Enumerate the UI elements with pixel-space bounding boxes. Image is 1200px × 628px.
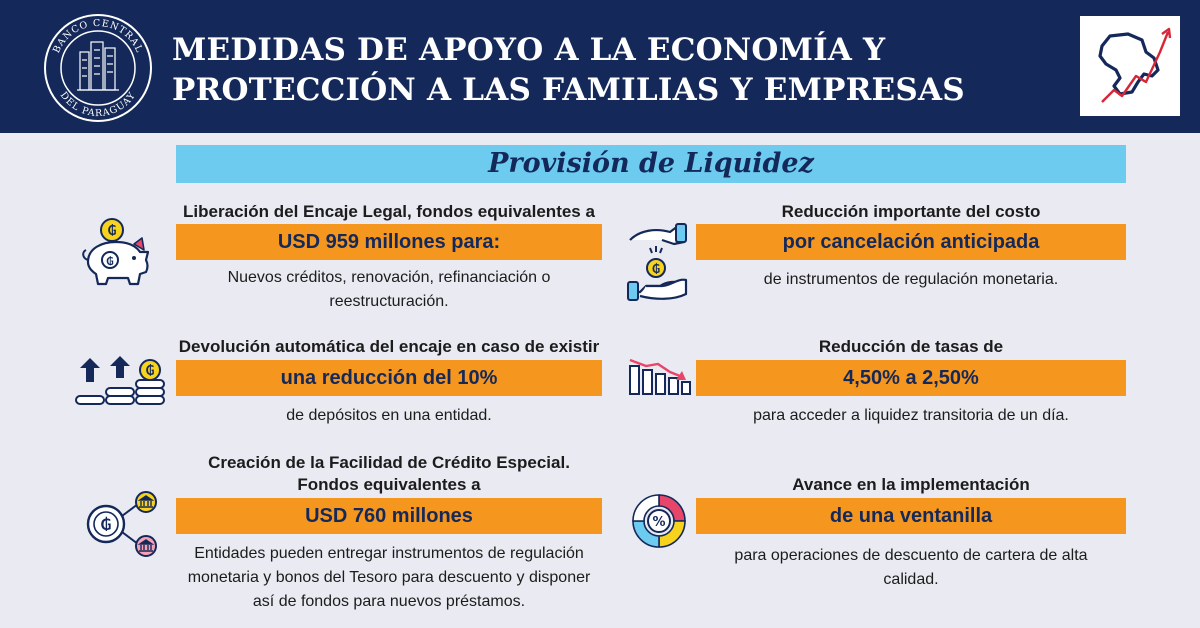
piggy-bank-icon: ₲ ₲ — [82, 218, 150, 286]
measure-3-highlight-box: una reducción del 10% — [176, 360, 602, 396]
measure-2-description: de instrumentos de regulación monetaria. — [696, 268, 1126, 292]
svg-text:₲: ₲ — [100, 515, 111, 534]
measure-2-description-line-1: de instrumentos de regulación monetaria. — [763, 271, 1059, 288]
percent-donut-icon: % — [632, 494, 686, 548]
page-title: MEDIDAS DE APOYO A LA ECONOMÍA Y PROTECC… — [172, 30, 1052, 110]
measure-2-heading: Reducción importante del costo — [781, 202, 1041, 221]
measure-1-description-line-2: reestructuración. — [329, 293, 449, 310]
measure-5-highlight: USD 760 millones — [305, 505, 473, 527]
title-line-1: MEDIDAS DE APOYO A LA ECONOMÍA Y — [172, 32, 886, 68]
hands-coin-icon: ₲ — [627, 223, 688, 301]
measure-5-highlight-box: USD 760 millones — [176, 498, 602, 534]
measure-2-highlight-box: por cancelación anticipada — [696, 224, 1126, 260]
svg-text:%: % — [652, 515, 665, 530]
measure-4-highlight-box: 4,50% a 2,50% — [696, 360, 1126, 396]
measure-3-heading: Devolución automática del encaje en caso… — [178, 337, 600, 356]
measure-1-highlight: USD 959 millones para: — [277, 231, 501, 253]
coin-stacks-arrows-icon: ₲ — [75, 356, 165, 405]
measure-5-description-line-2: monetaria y bonos del Tesoro para descue… — [187, 569, 591, 586]
section-title: Provisión de Liquidez — [488, 148, 814, 179]
paraguay-map-arrow-icon — [1080, 16, 1180, 116]
measure-6-heading: Avance en la implementación — [792, 475, 1030, 494]
svg-text:₲: ₲ — [652, 262, 660, 276]
measure-5-description-line-3: así de fondos para nuevos préstamos. — [252, 593, 526, 610]
bank-seal-logo: BANCO CENTRAL DEL PARAGUAY — [44, 14, 152, 122]
svg-text:₲: ₲ — [145, 364, 154, 379]
measure-1-description: Nuevos créditos, renovación, refinanciac… — [176, 266, 602, 314]
measure-2-highlight: por cancelación anticipada — [782, 231, 1040, 253]
measure-5-heading-line-2: Fondos equivalentes a — [297, 475, 481, 494]
measure-4-description-line-1: para acceder a liquidez transitoria de u… — [753, 407, 1069, 424]
measure-4-heading: Reducción de tasas de — [818, 337, 1004, 356]
measure-3-highlight: una reducción del 10% — [280, 367, 498, 389]
header-banner: BANCO CENTRAL DEL PARAGUAY MEDIDAS DE AP… — [0, 0, 1200, 133]
measure-5-description: Entidades pueden entregar instrumentos d… — [166, 542, 612, 614]
measure-6-description: para operaciones de descuento de cartera… — [696, 544, 1126, 592]
coin-bank-network-icon: ₲ — [86, 491, 157, 557]
section-title-bar: Provisión de Liquidez — [176, 145, 1126, 183]
measure-3-description-line-1: de depósitos en una entidad. — [286, 407, 492, 424]
measure-1-description-line-1: Nuevos créditos, renovación, refinanciac… — [227, 269, 551, 286]
measure-1-heading: Liberación del Encaje Legal, fondos equi… — [183, 202, 595, 221]
svg-text:₲: ₲ — [106, 255, 114, 268]
measure-5-heading: Creación de la Facilidad de Crédito Espe… — [176, 452, 602, 496]
measure-6-description-line-2: calidad. — [883, 571, 939, 588]
measure-4-description: para acceder a liquidez transitoria de u… — [696, 404, 1126, 428]
measure-5-description-line-1: Entidades pueden entregar instrumentos d… — [194, 545, 584, 562]
measure-3-description: de depósitos en una entidad. — [176, 404, 602, 428]
svg-text:₲: ₲ — [107, 224, 116, 239]
measure-1-highlight-box: USD 959 millones para: — [176, 224, 602, 260]
measure-6-highlight-box: de una ventanilla — [696, 498, 1126, 534]
title-line-2: PROTECCIÓN A LAS FAMILIAS Y EMPRESAS — [172, 72, 965, 108]
measure-6-description-line-1: para operaciones de descuento de cartera… — [734, 547, 1088, 564]
measure-5-heading-line-1: Creación de la Facilidad de Crédito Espe… — [208, 453, 570, 472]
measure-4-highlight: 4,50% a 2,50% — [843, 367, 979, 389]
declining-bars-icon — [629, 358, 691, 395]
measure-6-highlight: de una ventanilla — [829, 505, 993, 527]
